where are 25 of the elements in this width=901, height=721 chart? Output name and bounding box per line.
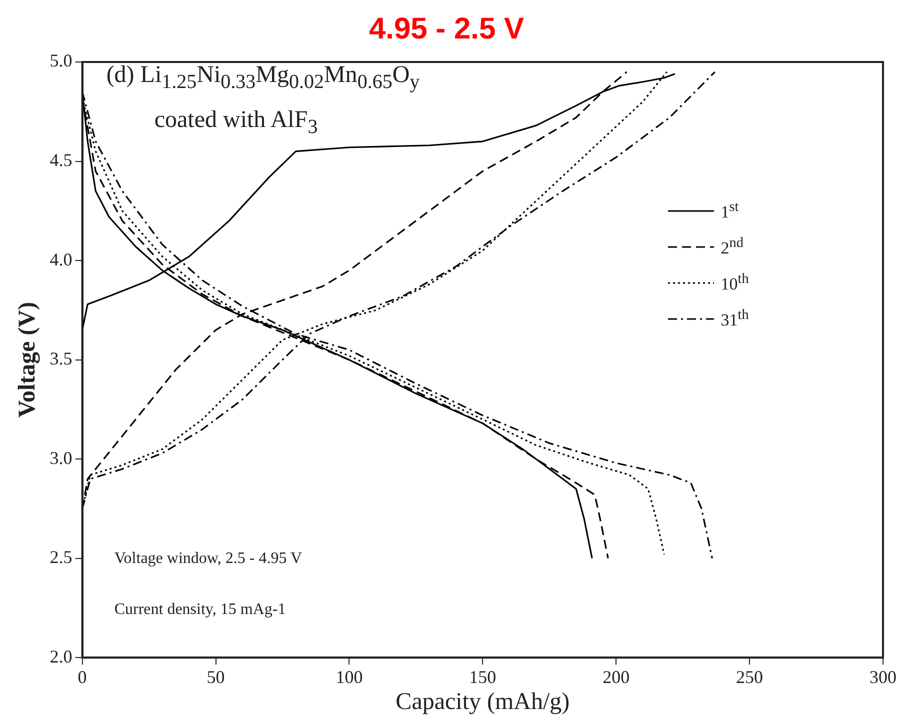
x-tick-label: 250	[736, 667, 764, 688]
y-tick-label: 3.5	[50, 348, 72, 369]
y-tick-label: 2.0	[50, 646, 72, 666]
chart-title: 4.95 - 2.5 V	[368, 12, 524, 46]
y-tick-label: 4.5	[50, 150, 72, 170]
text: (d) Li$_{1.25}$Ni$_{0.33}$Mg$_{0.02}$Mn$_{0.65}$O$_{y}$	[106, 62, 420, 93]
y-tick-label: 4.0	[50, 249, 72, 270]
annotation: Current density, 15 mAg-1	[114, 601, 286, 620]
x-tick-label: 200	[602, 667, 630, 688]
y-axis-title: Voltage (V)	[14, 302, 41, 418]
x-tick-label: 300	[870, 667, 896, 688]
y-tick-label: 2.5	[50, 547, 72, 568]
x-tick-label: 50	[206, 667, 225, 688]
legend-label: 1$^{st}$	[720, 199, 739, 223]
x-tick-label: 100	[336, 667, 363, 688]
y-tick-label: 5.0	[50, 50, 72, 71]
x-tick-label: 0	[78, 667, 87, 688]
annotation: Voltage window, 2.5 - 4.95 V	[114, 550, 302, 568]
legend-label: 10$^{th}$	[720, 271, 749, 295]
x-tick-label: 150	[469, 667, 496, 688]
legend-label: 31$^{th}$	[720, 307, 749, 331]
y-tick-label: 3.0	[50, 448, 72, 468]
annotation: coated with AlF$_{3}$	[154, 106, 318, 138]
legend-label: 2$^{nd}$	[720, 235, 744, 259]
x-axis-title: Capacity (mAh/g)	[396, 688, 570, 715]
